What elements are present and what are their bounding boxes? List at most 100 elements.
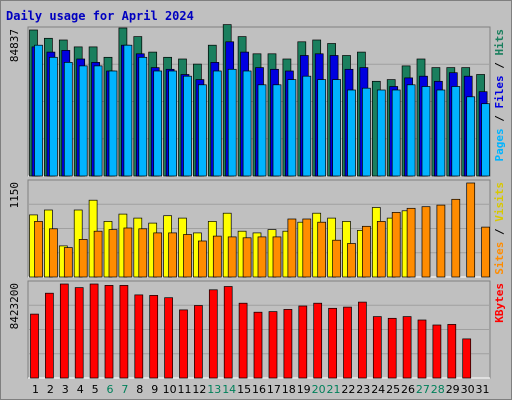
x-tick-label: 18 [282, 383, 296, 396]
bar-pages-day-1 [34, 44, 43, 177]
bar-sites-day-6 [108, 229, 118, 278]
legend-part: / [493, 109, 506, 129]
panel-legend: Pages / Files / Hits [493, 29, 506, 162]
x-tick-label: 12 [192, 383, 206, 396]
legend-part: / [493, 222, 506, 242]
bar-kbytes-day-5 [89, 283, 99, 379]
bar-pages-day-24 [376, 89, 386, 177]
bar-pages-day-9 [153, 70, 163, 177]
bar-kbytes-day-12 [194, 305, 203, 379]
legend-part: / [493, 56, 506, 76]
bar-kbytes-day-26 [402, 316, 412, 379]
x-tick-label: 9 [151, 383, 158, 396]
legend-part: Files [493, 75, 506, 108]
bar-kbytes-day-17 [268, 311, 278, 379]
bar-pages-day-6 [108, 70, 118, 177]
x-tick-label: 17 [267, 383, 281, 396]
bar-kbytes-day-10 [164, 297, 173, 379]
bar-pages-day-16 [257, 84, 267, 177]
legend-part: Pages [493, 128, 506, 161]
bar-sites-day-23 [362, 225, 371, 278]
bar-pages-day-12 [198, 84, 207, 177]
x-tick-label: 7 [121, 383, 128, 396]
bar-kbytes-day-3 [59, 283, 69, 379]
bar-pages-day-27 [421, 86, 431, 177]
bar-kbytes-day-8 [134, 294, 144, 379]
bar-pages-day-3 [63, 62, 73, 177]
bar-sites-day-17 [272, 236, 282, 278]
x-tick-label: 8 [136, 383, 143, 396]
bar-kbytes-day-24 [372, 316, 382, 379]
bar-pages-day-2 [49, 56, 58, 177]
bar-kbytes-day-23 [358, 301, 367, 379]
bar-pages-day-19 [302, 75, 312, 177]
x-tick-label: 22 [341, 383, 355, 396]
bar-kbytes-day-29 [447, 324, 457, 379]
bar-sites-day-15 [242, 237, 252, 278]
bar-sites-day-11 [183, 234, 192, 278]
bar-sites-day-27 [421, 206, 431, 278]
bar-kbytes-day-20 [313, 302, 323, 379]
bar-pages-day-4 [78, 65, 88, 177]
bar-kbytes-day-9 [149, 295, 159, 379]
bar-pages-day-17 [272, 84, 282, 177]
panel-kbytes-max-label: 8423200 [8, 283, 21, 329]
bar-pages-day-21 [332, 79, 341, 177]
bar-pages-day-13 [212, 70, 222, 177]
bar-kbytes-day-13 [208, 289, 218, 379]
x-tick-label: 10 [163, 383, 177, 396]
x-tick-label: 29 [446, 383, 460, 396]
panel-visits-max-label: 1150 [8, 182, 21, 209]
bar-sites-day-14 [227, 236, 237, 278]
bar-kbytes-day-7 [119, 285, 129, 379]
bar-kbytes-day-28 [432, 324, 442, 379]
x-tick-label: 23 [356, 383, 370, 396]
x-tick-label: 2 [47, 383, 54, 396]
panel-visits: 1150 [8, 179, 491, 278]
panel-kbytes: 8423200 [8, 280, 491, 379]
panel-requests: 84837 [8, 24, 491, 177]
legend-part: Visits [493, 182, 506, 222]
panel-legend: Sites / Visits [493, 182, 506, 275]
x-tick-label: 3 [62, 383, 69, 396]
bar-sites-day-20 [317, 221, 327, 278]
bar-pages-day-26 [406, 84, 416, 177]
bar-pages-day-18 [287, 79, 297, 177]
bar-pages-day-11 [183, 75, 192, 177]
bar-kbytes-day-19 [298, 305, 308, 379]
legend-part: KBytes [493, 283, 506, 323]
x-tick-label: 25 [386, 383, 400, 396]
bar-sites-day-16 [257, 236, 267, 278]
bar-sites-day-5 [93, 230, 103, 278]
bar-sites-day-25 [391, 212, 401, 278]
x-tick-label: 13 [207, 383, 221, 396]
bar-sites-day-13 [212, 235, 222, 278]
bar-kbytes-day-25 [387, 317, 397, 379]
bar-pages-day-22 [347, 89, 356, 177]
bar-kbytes-day-14 [223, 286, 233, 379]
bar-kbytes-day-30 [462, 338, 472, 379]
x-tick-label: 19 [297, 383, 311, 396]
x-tick-label: 1 [32, 383, 39, 396]
bar-kbytes-day-22 [343, 306, 352, 379]
chart-title: Daily usage for April 2024 [6, 9, 194, 23]
x-tick-label: 26 [401, 383, 415, 396]
bar-pages-day-20 [317, 79, 327, 177]
bar-sites-day-29 [451, 198, 461, 278]
bar-sites-day-7 [123, 227, 133, 278]
bar-sites-day-28 [436, 204, 446, 278]
bar-pages-day-23 [362, 87, 371, 177]
bar-kbytes-day-16 [253, 311, 263, 379]
bar-pages-day-29 [451, 86, 461, 177]
bar-sites-day-3 [63, 247, 73, 278]
legend-part: Hits [493, 29, 506, 56]
x-tick-label: 5 [92, 383, 99, 396]
x-tick-label: 21 [327, 383, 341, 396]
bar-pages-day-7 [123, 44, 133, 177]
bar-pages-day-15 [242, 70, 252, 177]
bar-pages-day-14 [227, 68, 237, 177]
bar-sites-day-19 [302, 218, 312, 278]
panel-legend: KBytes [493, 283, 506, 323]
bar-sites-day-22 [347, 243, 356, 278]
